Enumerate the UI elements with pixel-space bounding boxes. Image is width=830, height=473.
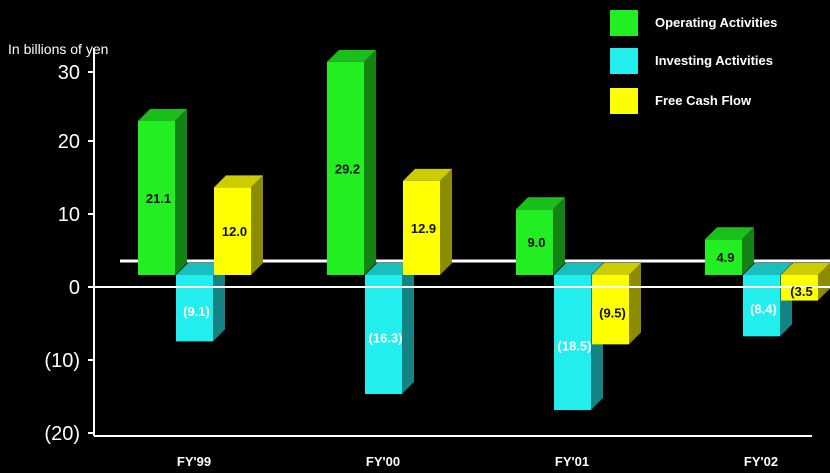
y-tick-label-10: 10	[58, 204, 80, 226]
bar-front-fy-01-investing-activities	[554, 275, 591, 411]
legend-label-investing-activities: Investing Activities	[655, 53, 773, 68]
bar-top-fy-01-investing-activities	[554, 263, 603, 275]
bar-front-fy-99-free-cash-flow	[214, 187, 251, 275]
x-tick-label-fy-01: FY'01	[555, 454, 589, 469]
legend-item-investing-activities: Investing Activities	[610, 48, 773, 74]
y-tick-label-0: 0	[69, 277, 80, 299]
data-label-fy-00-operating-activities: 29.2	[335, 161, 360, 176]
data-label-fy-01-investing-activities: (18.5)	[558, 339, 592, 354]
bar-top-fy-99-operating-activities	[138, 108, 187, 121]
bar-front-fy-00-investing-activities	[365, 275, 402, 394]
legend-label-free-cash-flow: Free Cash Flow	[655, 93, 752, 108]
data-label-fy-02-operating-activities: 4.9	[716, 250, 734, 265]
data-label-fy-00-free-cash-flow: 12.9	[411, 221, 436, 236]
data-label-fy-00-investing-activities: (16.3)	[369, 330, 403, 345]
bar-top-fy-01-free-cash-flow	[592, 263, 641, 275]
data-label-fy-99-operating-activities: 21.1	[146, 191, 171, 206]
legend-label-operating-activities: Operating Activities	[655, 15, 777, 30]
bar-side-fy-99-investing-activities	[213, 263, 225, 342]
bar-top-fy-00-free-cash-flow	[403, 168, 452, 181]
legend-swatch-investing-activities	[610, 48, 638, 74]
y-tick-label-20: (20)	[44, 423, 80, 445]
x-tick-label-fy-99: FY'99	[177, 454, 211, 469]
legend-item-free-cash-flow: Free Cash Flow	[610, 88, 752, 114]
y-tick-label-10: (10)	[44, 350, 80, 372]
bar-front-fy-02-operating-activities	[705, 239, 742, 275]
data-label-fy-02-investing-activities: (8.4)	[750, 302, 777, 317]
bar-side-fy-00-investing-activities	[402, 263, 414, 394]
bar-fy-00-operating-activities	[327, 49, 376, 276]
data-label-fy-01-operating-activities: 9.0	[527, 235, 545, 250]
bar-front-fy-99-operating-activities	[138, 120, 175, 275]
bar-top-fy-99-free-cash-flow	[214, 175, 263, 188]
y-tick-label-20: 20	[58, 131, 80, 153]
bar-fy-01-free-cash-flow	[592, 263, 641, 345]
bar-front-fy-00-operating-activities	[327, 61, 364, 276]
bar-side-fy-01-free-cash-flow	[629, 263, 641, 345]
data-labels-group: 21.1 (9.1) 12.0 29.2 (16.3) 12.9 9.0 (18.5) (9.5…	[146, 161, 813, 353]
bar-side-fy-00-operating-activities	[364, 49, 376, 276]
data-label-fy-01-free-cash-flow: (9.5)	[599, 306, 626, 321]
data-label-fy-99-free-cash-flow: 12.0	[222, 224, 247, 239]
y-axis-unit-label: In billions of yen	[8, 41, 108, 57]
legend-swatch-operating-activities	[610, 10, 638, 36]
x-tick-label-fy-02: FY'02	[744, 454, 778, 469]
x-tick-label-fy-00: FY'00	[366, 454, 400, 469]
bar-fy-00-investing-activities	[365, 263, 414, 394]
bar-side-fy-02-free-cash-flow	[818, 263, 830, 301]
bar-fy-99-operating-activities	[138, 108, 187, 275]
bar-side-fy-00-free-cash-flow	[440, 168, 452, 275]
legend: Operating Activities Investing Activities…	[610, 10, 777, 114]
bar-top-fy-99-investing-activities	[176, 263, 225, 275]
bar-fy-99-free-cash-flow	[214, 175, 263, 275]
legend-swatch-free-cash-flow	[610, 88, 638, 114]
bar-top-fy-02-free-cash-flow	[781, 263, 830, 275]
bar-side-fy-01-operating-activities	[553, 197, 565, 275]
bar-side-fy-99-free-cash-flow	[251, 175, 263, 275]
bar-fy-01-operating-activities	[516, 197, 565, 275]
data-label-fy-99-investing-activities: (9.1)	[183, 304, 210, 319]
bar-fy-00-free-cash-flow	[403, 168, 452, 275]
axes-group: FY'99 FY'00 FY'01 FY'02 30 20 10 0 (10) (20)	[44, 48, 830, 469]
bar-top-fy-00-investing-activities	[365, 263, 414, 275]
bar-side-fy-02-operating-activities	[742, 227, 754, 275]
bar-front-fy-02-investing-activities	[743, 275, 780, 337]
bar-top-fy-02-investing-activities	[743, 263, 792, 275]
bar-front-fy-00-free-cash-flow	[403, 180, 440, 275]
bar-side-fy-99-operating-activities	[175, 108, 187, 275]
bar-front-fy-01-operating-activities	[516, 209, 553, 275]
bar-top-fy-01-operating-activities	[516, 197, 565, 210]
bar-top-fy-02-operating-activities	[705, 227, 754, 240]
bar-top-fy-00-operating-activities	[327, 49, 376, 62]
y-tick-label-30: 30	[58, 62, 80, 84]
bar-fy-02-operating-activities	[705, 227, 754, 275]
legend-item-operating-activities: Operating Activities	[610, 10, 777, 36]
data-label-fy-02-free-cash-flow: (3.5	[790, 284, 812, 299]
